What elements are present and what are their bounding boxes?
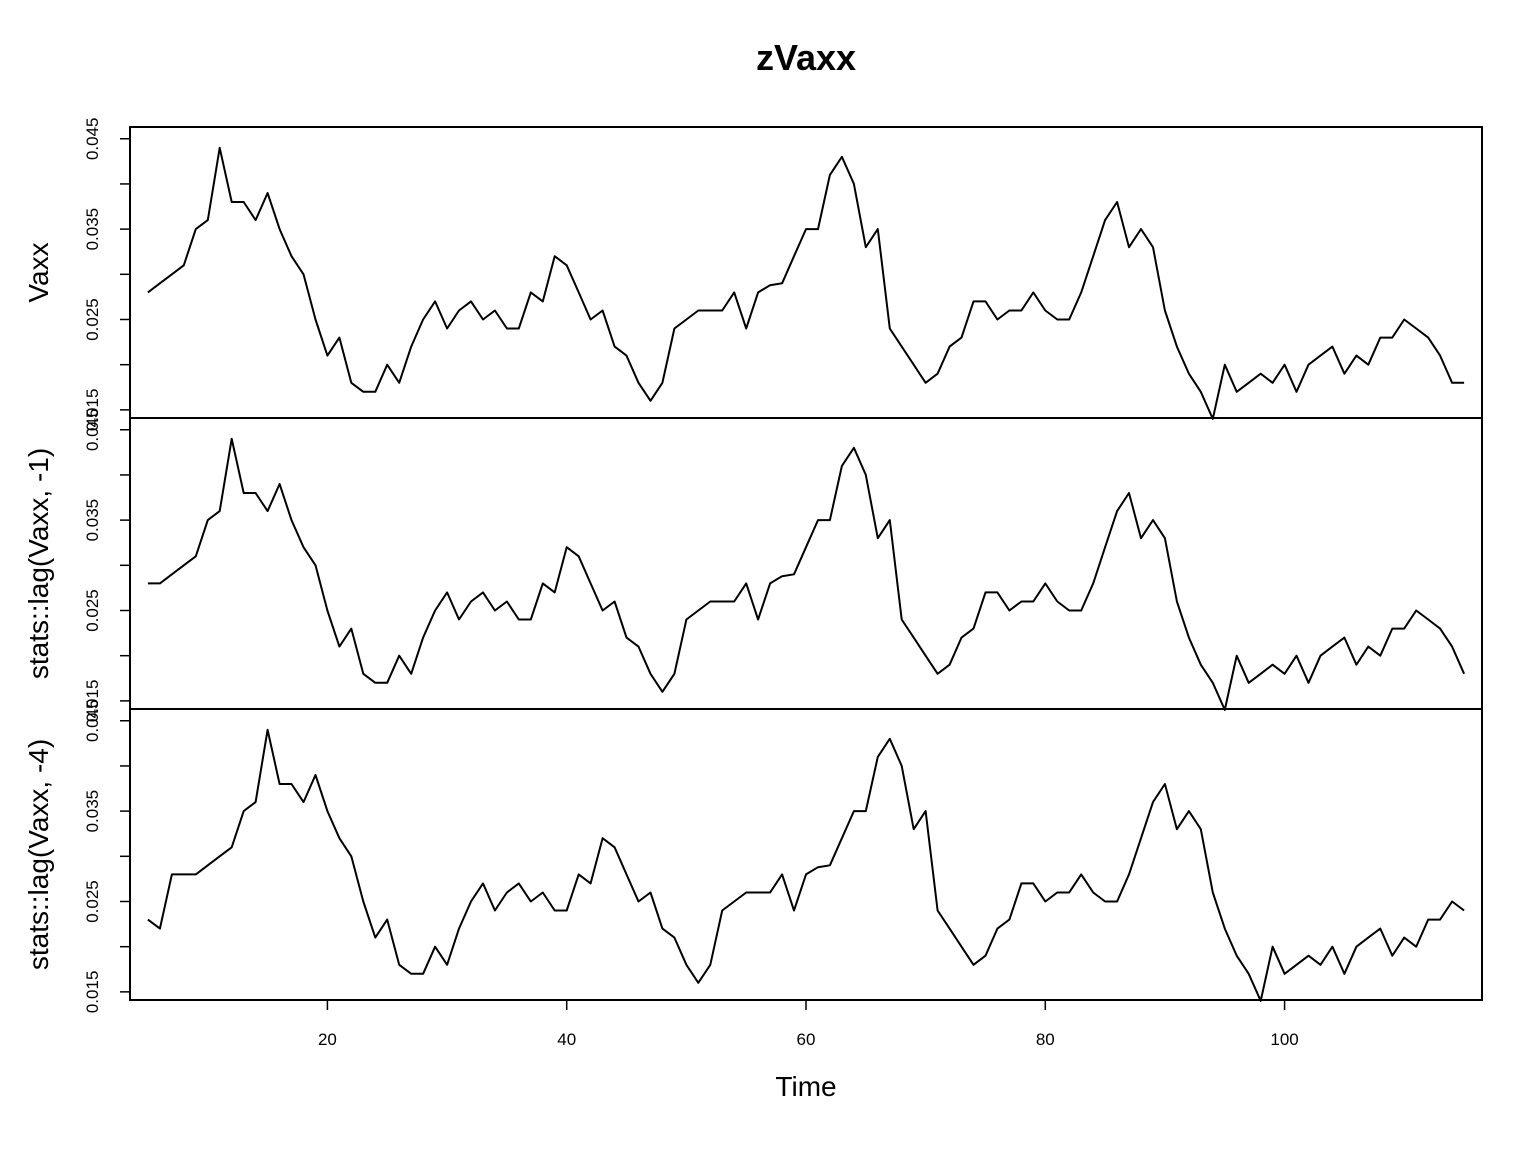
- y-tick-label: 0.015: [83, 971, 102, 1014]
- chart-title: zVaxx: [756, 37, 856, 78]
- y-tick-label: 0.015: [83, 680, 102, 723]
- series-line: [147, 146, 1465, 420]
- x-axis: 20 40 60 80 100: [318, 1000, 1299, 1049]
- panel-frame: [129, 417, 1483, 710]
- y-tick-label: 0.045: [83, 117, 102, 160]
- y-axis-label: Vaxx: [23, 242, 54, 302]
- y-tick-label: 0.035: [83, 790, 102, 833]
- y-tick-label: 0.025: [83, 298, 102, 341]
- panel-1: 0.015 0.025 0.035 0.045 Vaxx: [23, 117, 1483, 432]
- y-tick-label: 0.045: [83, 699, 102, 742]
- series-line: [147, 437, 1466, 711]
- y-axis-label: stats::lag(Vaxx, -1): [23, 448, 54, 679]
- y-tick-label: 0.025: [83, 589, 102, 632]
- x-tick-label: 100: [1270, 1030, 1298, 1049]
- x-tick-label: 80: [1036, 1030, 1055, 1049]
- series-line: [147, 728, 1465, 1002]
- y-axis-label: stats::lag(Vaxx, -4): [23, 739, 54, 970]
- y-tick-label: 0.015: [83, 389, 102, 432]
- x-tick-label: 20: [318, 1030, 337, 1049]
- x-tick-label: 40: [557, 1030, 576, 1049]
- panel-frame: [129, 708, 1483, 1001]
- y-tick-label: 0.025: [83, 880, 102, 923]
- panels-group: 0.0150.0250.0350.045Vaxx0.0150.0250.0350…: [23, 117, 1483, 1014]
- x-tick-label: 60: [797, 1030, 816, 1049]
- y-tick-label: 0.045: [83, 408, 102, 451]
- y-tick-label: 0.035: [83, 208, 102, 251]
- y-tick-label: 0.035: [83, 499, 102, 542]
- x-axis-label: Time: [775, 1071, 836, 1102]
